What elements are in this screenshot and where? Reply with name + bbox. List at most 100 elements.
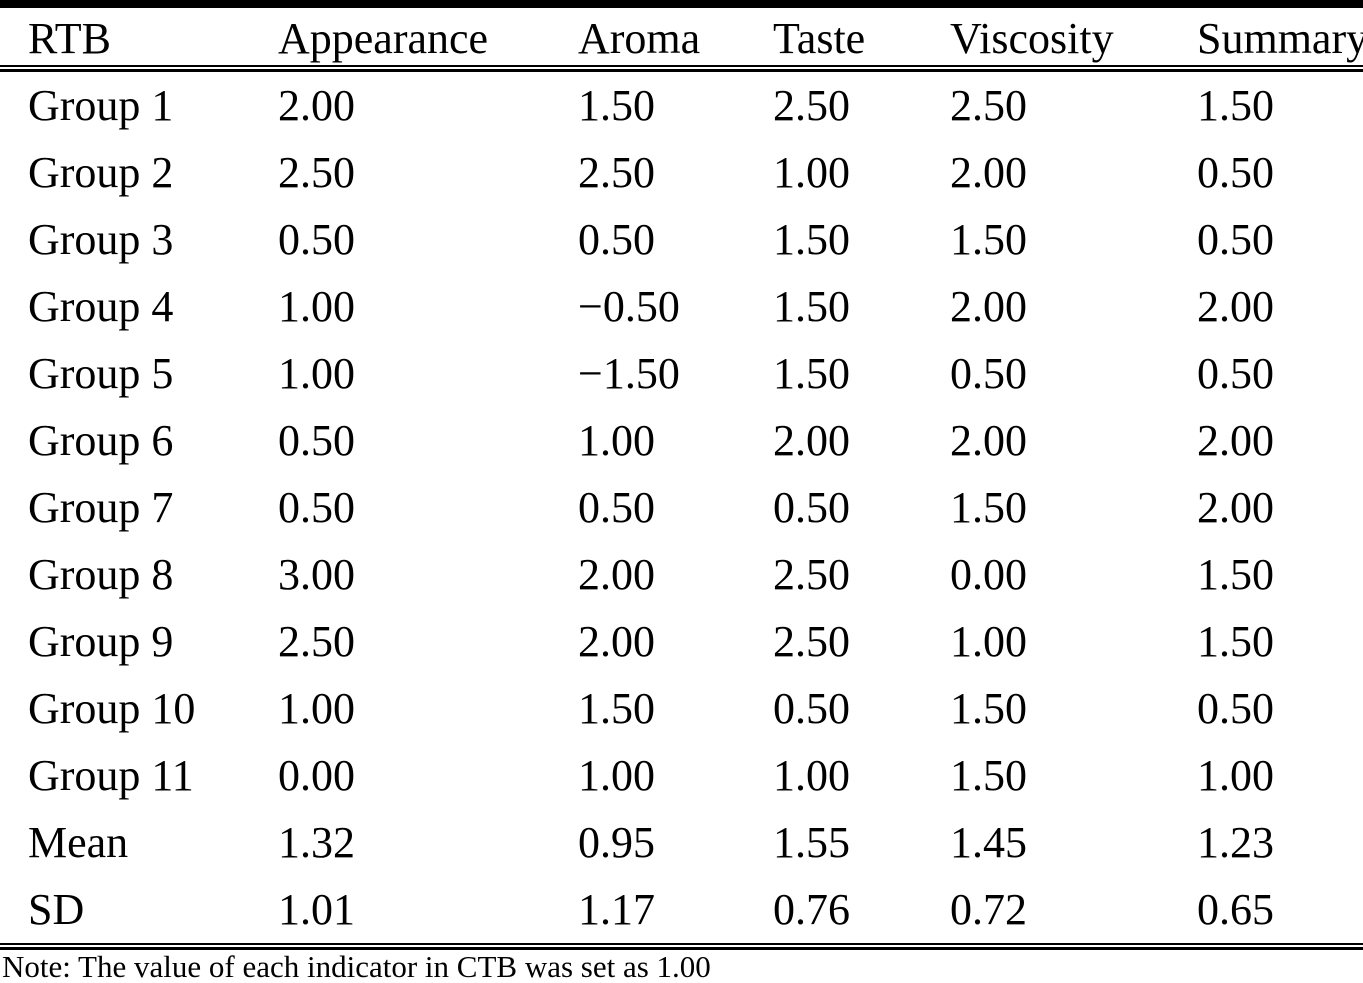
table-cell: 2.00 — [950, 282, 1027, 331]
table-row: Group 9 2.50 2.00 2.50 1.00 1.50 — [0, 608, 1363, 675]
table-cell: 0.50 — [773, 684, 850, 733]
table-cell: 2.50 — [278, 148, 355, 197]
table-cell: 2.00 — [1197, 483, 1274, 532]
table-cell: 0.50 — [1197, 148, 1274, 197]
table-cell: 2.00 — [773, 416, 850, 465]
table-cell: 0.72 — [950, 885, 1027, 934]
table-cell: 2.00 — [950, 416, 1027, 465]
table-row: Group 4 1.00 −0.50 1.50 2.00 2.00 — [0, 273, 1363, 340]
table-cell: 2.50 — [950, 81, 1027, 130]
table-cell: 1.50 — [578, 81, 655, 130]
table-row: Group 1 2.00 1.50 2.50 2.50 1.50 — [0, 72, 1363, 139]
table-cell: 1.23 — [1197, 818, 1274, 867]
table-cell: 0.50 — [278, 416, 355, 465]
table-cell: 0.50 — [1197, 349, 1274, 398]
table-cell: 0.50 — [278, 483, 355, 532]
table-cell: 2.50 — [773, 550, 850, 599]
table-row: Group 3 0.50 0.50 1.50 1.50 0.50 — [0, 206, 1363, 273]
row-label: Group 1 — [28, 81, 174, 130]
table-cell: 1.50 — [773, 282, 850, 331]
table-cell: 1.00 — [278, 349, 355, 398]
table-top-rule — [0, 0, 1363, 8]
table-bottom-rule — [0, 943, 1363, 950]
table-cell: 1.32 — [278, 818, 355, 867]
table-cell: 1.01 — [278, 885, 355, 934]
table-note: Note: The value of each indicator in CTB… — [2, 948, 711, 983]
column-header-appearance: Appearance — [278, 14, 489, 63]
table-body: Group 1 2.00 1.50 2.50 2.50 1.50 Group 2… — [0, 72, 1363, 943]
row-label: SD — [28, 885, 85, 934]
table-cell: 1.50 — [950, 751, 1027, 800]
header-row: RTB Appearance Aroma Taste Viscosity Sum… — [0, 8, 1363, 65]
table-cell: 0.00 — [950, 550, 1027, 599]
column-header-aroma: Aroma — [578, 14, 701, 63]
row-label: Group 8 — [28, 550, 174, 599]
table-cell: 1.00 — [278, 282, 355, 331]
table-row-sd: SD 1.01 1.17 0.76 0.72 0.65 — [0, 876, 1363, 943]
table-cell: 3.00 — [278, 550, 355, 599]
row-label: Mean — [28, 818, 129, 867]
table-cell: 2.00 — [578, 550, 655, 599]
table-cell: 0.65 — [1197, 885, 1274, 934]
table-cell: 2.00 — [278, 81, 355, 130]
column-header-rtb: RTB — [28, 14, 111, 63]
row-label: Group 5 — [28, 349, 174, 398]
table-row: Group 2 2.50 2.50 1.00 2.00 0.50 — [0, 139, 1363, 206]
table-cell: 0.95 — [578, 818, 655, 867]
table-cell: 1.50 — [950, 483, 1027, 532]
table-cell: 1.50 — [578, 684, 655, 733]
table-cell: 1.50 — [773, 215, 850, 264]
table-cell: 0.50 — [578, 483, 655, 532]
table-cell: 1.00 — [773, 751, 850, 800]
table-cell: −0.50 — [578, 282, 680, 331]
column-header-viscosity: Viscosity — [950, 14, 1114, 63]
row-label: Group 4 — [28, 282, 174, 331]
table-cell: 1.00 — [578, 416, 655, 465]
table-cell: 2.00 — [1197, 416, 1274, 465]
table-cell: 0.00 — [278, 751, 355, 800]
header-bottom-rule — [0, 65, 1363, 72]
table-cell: −1.50 — [578, 349, 680, 398]
table-cell: 1.00 — [1197, 751, 1274, 800]
table-cell: 1.50 — [1197, 550, 1274, 599]
table-cell: 1.17 — [578, 885, 655, 934]
table-row: Group 7 0.50 0.50 0.50 1.50 2.00 — [0, 474, 1363, 541]
row-label: Group 9 — [28, 617, 174, 666]
table-cell: 1.00 — [950, 617, 1027, 666]
column-header-taste: Taste — [773, 14, 866, 63]
table-row: Group 11 0.00 1.00 1.00 1.50 1.00 — [0, 742, 1363, 809]
table-cell: 0.50 — [1197, 684, 1274, 733]
table-row: Group 6 0.50 1.00 2.00 2.00 2.00 — [0, 407, 1363, 474]
row-label: Group 6 — [28, 416, 174, 465]
table-cell: 1.00 — [578, 751, 655, 800]
table-cell: 1.50 — [1197, 617, 1274, 666]
table-cell: 2.00 — [578, 617, 655, 666]
table-cell: 2.00 — [1197, 282, 1274, 331]
table-row: Group 10 1.00 1.50 0.50 1.50 0.50 — [0, 675, 1363, 742]
table-cell: 2.50 — [773, 617, 850, 666]
table-cell: 0.50 — [1197, 215, 1274, 264]
table-cell: 1.50 — [950, 215, 1027, 264]
table-cell: 1.55 — [773, 818, 850, 867]
row-label: Group 10 — [28, 684, 196, 733]
table-row: Group 8 3.00 2.00 2.50 0.00 1.50 — [0, 541, 1363, 608]
table-row: Group 5 1.00 −1.50 1.50 0.50 0.50 — [0, 340, 1363, 407]
table-row-mean: Mean 1.32 0.95 1.55 1.45 1.23 — [0, 809, 1363, 876]
table-cell: 0.50 — [773, 483, 850, 532]
column-header-summary: Summary — [1197, 14, 1363, 63]
table-cell: 2.50 — [278, 617, 355, 666]
row-label: Group 2 — [28, 148, 174, 197]
table-cell: 1.00 — [773, 148, 850, 197]
row-label: Group 3 — [28, 215, 174, 264]
table-cell: 2.50 — [578, 148, 655, 197]
table-cell: 1.50 — [950, 684, 1027, 733]
table-cell: 0.50 — [578, 215, 655, 264]
table-cell: 1.45 — [950, 818, 1027, 867]
table-cell: 0.50 — [278, 215, 355, 264]
table-cell: 1.00 — [278, 684, 355, 733]
table-cell: 1.50 — [773, 349, 850, 398]
row-label: Group 11 — [28, 751, 194, 800]
table-cell: 2.00 — [950, 148, 1027, 197]
table-cell: 2.50 — [773, 81, 850, 130]
